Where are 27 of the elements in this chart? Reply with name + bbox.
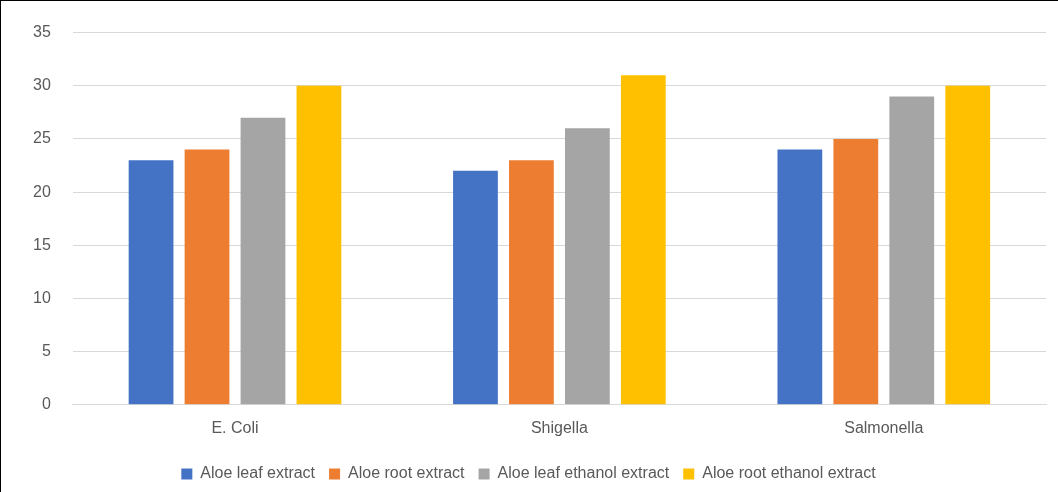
y-tick-label: 10	[33, 288, 51, 306]
legend-label: Aloe root extract	[348, 464, 466, 482]
bar	[240, 117, 286, 405]
y-tick-label: 35	[33, 23, 51, 41]
bar	[564, 128, 610, 405]
legend-label: Aloe root ethanol extract	[702, 464, 877, 482]
bar	[889, 96, 935, 405]
bar	[777, 149, 823, 405]
bar	[453, 170, 498, 405]
bar	[833, 138, 879, 405]
bar	[184, 149, 230, 405]
y-tick-label: 0	[41, 395, 51, 413]
x-tick-label: Salmonella	[844, 418, 924, 436]
bar	[509, 160, 554, 405]
bar	[945, 85, 991, 405]
y-tick-label: 30	[33, 76, 51, 94]
bar	[296, 85, 342, 405]
x-tick-label: E. Coli	[211, 418, 259, 436]
bar	[128, 160, 174, 405]
y-tick-label: 5	[41, 342, 51, 360]
y-tick-label: 15	[33, 235, 51, 253]
y-tick-label: 20	[33, 182, 51, 200]
legend-label: Aloe leaf extract	[200, 464, 316, 482]
bar	[620, 75, 666, 405]
legend-label: Aloe leaf ethanol extract	[497, 464, 670, 482]
y-tick-label: 25	[33, 129, 51, 147]
x-tick-label: Shigella	[530, 418, 588, 436]
